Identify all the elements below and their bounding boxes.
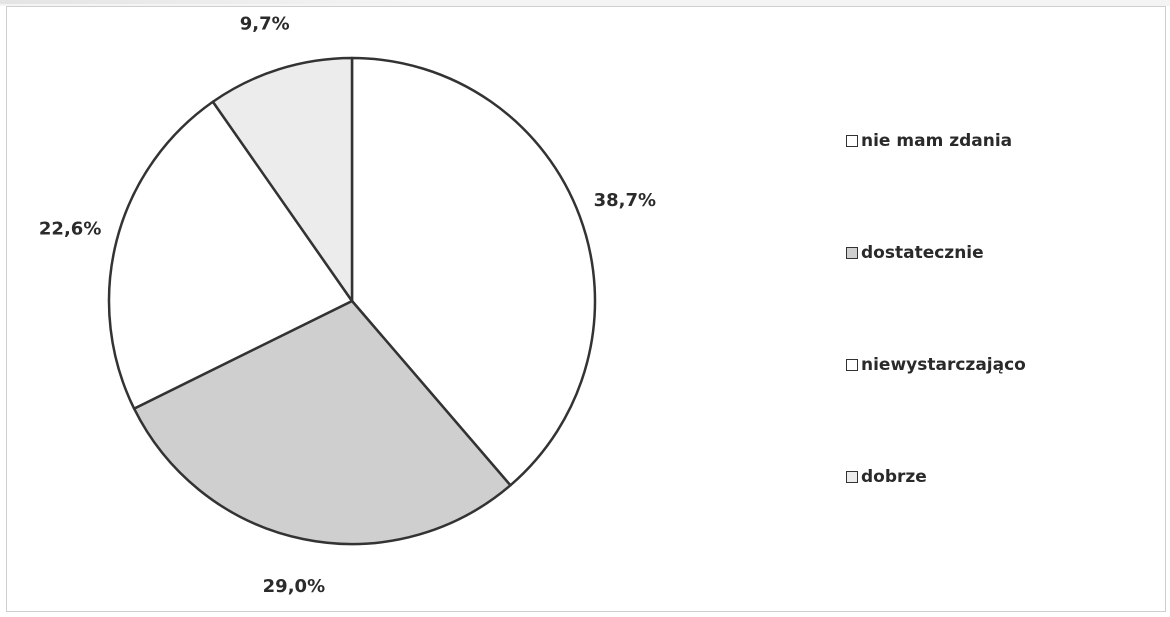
legend-item-nie-mam-zdania: nie mam zdania (846, 131, 1012, 151)
legend-label-dostatecznie: dostatecznie (861, 243, 984, 263)
data-label-niewystarczajaco: 22,6% (39, 219, 101, 240)
top-edge-fade (0, 0, 420, 4)
legend-item-dobrze: dobrze (846, 467, 927, 487)
pie-slice-niewystarczajaco (107, 100, 354, 410)
legend-label-dobrze: dobrze (861, 467, 927, 487)
pie-slice-nie-mam-zdania (350, 56, 597, 487)
data-label-dobrze: 9,7% (240, 13, 290, 34)
legend: nie mam zdania dostatecznie niewystarcza… (846, 0, 1146, 617)
legend-swatch-dostatecznie (846, 247, 858, 259)
legend-swatch-niewystarczajaco (846, 359, 858, 371)
data-label-nie-mam-zdania: 38,7% (594, 190, 656, 211)
top-edge-strip (0, 0, 1170, 6)
data-label-dostatecznie: 29,0% (263, 576, 325, 597)
legend-item-niewystarczajaco: niewystarczająco (846, 355, 1026, 375)
legend-label-nie-mam-zdania: nie mam zdania (861, 131, 1013, 151)
legend-label-niewystarczajaco: niewystarczająco (861, 355, 1026, 375)
legend-item-dostatecznie: dostatecznie (846, 243, 984, 263)
pie-slice-dostatecznie (132, 299, 512, 546)
legend-swatch-nie-mam-zdania (846, 135, 858, 147)
legend-swatch-dobrze (846, 471, 858, 483)
pie-slice-dobrze (211, 56, 354, 303)
